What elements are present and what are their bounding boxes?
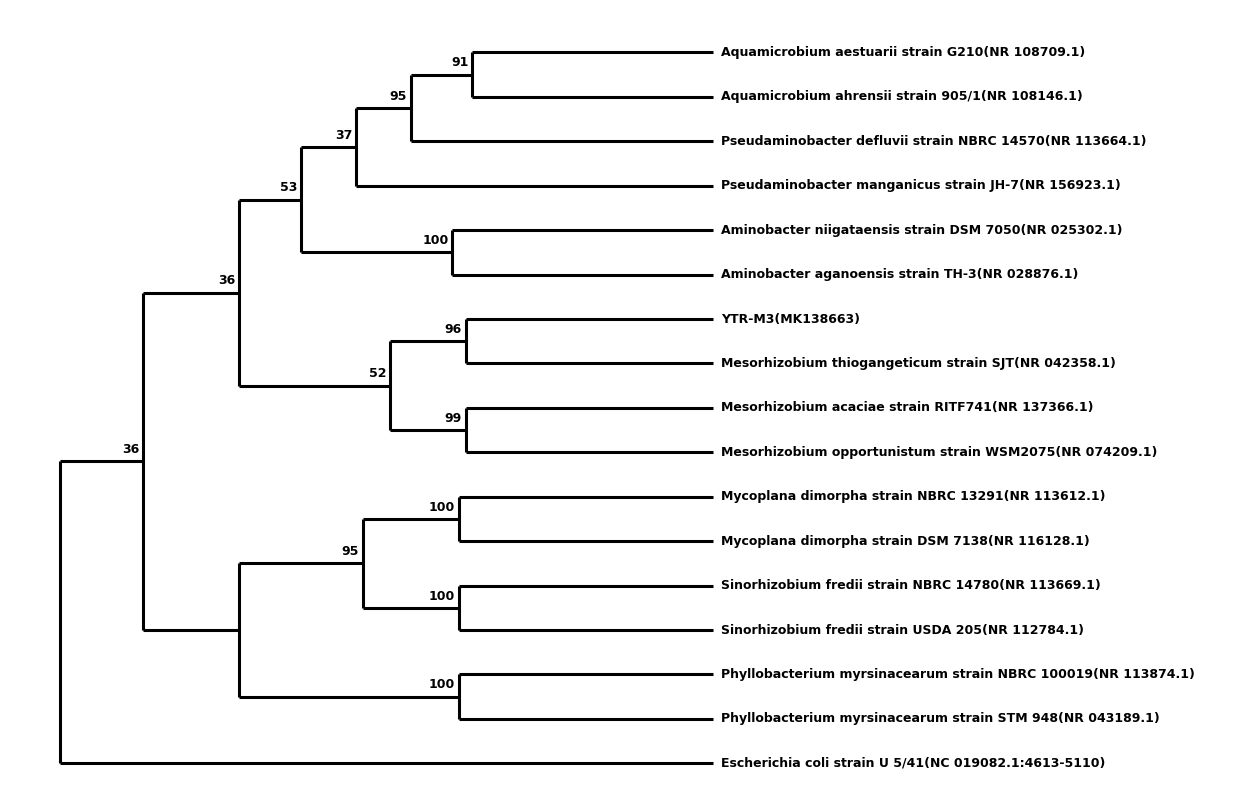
- Text: Mesorhizobium opportunistum strain WSM2075(NR 074209.1): Mesorhizobium opportunistum strain WSM20…: [720, 446, 1157, 459]
- Text: Aminobacter aganoensis strain TH-3(NR 028876.1): Aminobacter aganoensis strain TH-3(NR 02…: [720, 268, 1079, 281]
- Text: 91: 91: [451, 57, 469, 69]
- Text: Sinorhizobium fredii strain NBRC 14780(NR 113669.1): Sinorhizobium fredii strain NBRC 14780(N…: [720, 579, 1101, 592]
- Text: 96: 96: [445, 323, 463, 336]
- Text: 52: 52: [370, 367, 387, 381]
- Text: 53: 53: [280, 181, 298, 194]
- Text: Aminobacter niigataensis strain DSM 7050(NR 025302.1): Aminobacter niigataensis strain DSM 7050…: [720, 223, 1122, 237]
- Text: Aquamicrobium aestuarii strain G210(NR 108709.1): Aquamicrobium aestuarii strain G210(NR 1…: [720, 46, 1085, 59]
- Text: Pseudaminobacter defluvii strain NBRC 14570(NR 113664.1): Pseudaminobacter defluvii strain NBRC 14…: [720, 135, 1147, 148]
- Text: 36: 36: [218, 275, 236, 287]
- Text: Aquamicrobium ahrensii strain 905/1(NR 108146.1): Aquamicrobium ahrensii strain 905/1(NR 1…: [720, 90, 1083, 104]
- Text: Mesorhizobium thiogangeticum strain SJT(NR 042358.1): Mesorhizobium thiogangeticum strain SJT(…: [720, 357, 1116, 370]
- Text: 37: 37: [335, 128, 352, 141]
- Text: Escherichia coli strain U 5/41(NC 019082.1:4613-5110): Escherichia coli strain U 5/41(NC 019082…: [720, 757, 1105, 770]
- Text: 95: 95: [342, 545, 360, 558]
- Text: 36: 36: [123, 443, 139, 456]
- Text: Pseudaminobacter manganicus strain JH-7(NR 156923.1): Pseudaminobacter manganicus strain JH-7(…: [720, 180, 1121, 192]
- Text: Phyllobacterium myrsinacearum strain STM 948(NR 043189.1): Phyllobacterium myrsinacearum strain STM…: [720, 713, 1159, 725]
- Text: 99: 99: [445, 412, 463, 425]
- Text: 100: 100: [429, 590, 455, 602]
- Text: 95: 95: [389, 89, 407, 103]
- Text: Sinorhizobium fredii strain USDA 205(NR 112784.1): Sinorhizobium fredii strain USDA 205(NR …: [720, 623, 1084, 637]
- Text: Mycoplana dimorpha strain NBRC 13291(NR 113612.1): Mycoplana dimorpha strain NBRC 13291(NR …: [720, 490, 1105, 504]
- Text: Mycoplana dimorpha strain DSM 7138(NR 116128.1): Mycoplana dimorpha strain DSM 7138(NR 11…: [720, 535, 1090, 547]
- Text: YTR-M3(MK138663): YTR-M3(MK138663): [720, 313, 859, 326]
- Text: Phyllobacterium myrsinacearum strain NBRC 100019(NR 113874.1): Phyllobacterium myrsinacearum strain NBR…: [720, 668, 1195, 681]
- Text: 100: 100: [429, 500, 455, 514]
- Text: 100: 100: [422, 234, 449, 247]
- Text: 100: 100: [429, 678, 455, 691]
- Text: Mesorhizobium acaciae strain RITF741(NR 137366.1): Mesorhizobium acaciae strain RITF741(NR …: [720, 401, 1094, 414]
